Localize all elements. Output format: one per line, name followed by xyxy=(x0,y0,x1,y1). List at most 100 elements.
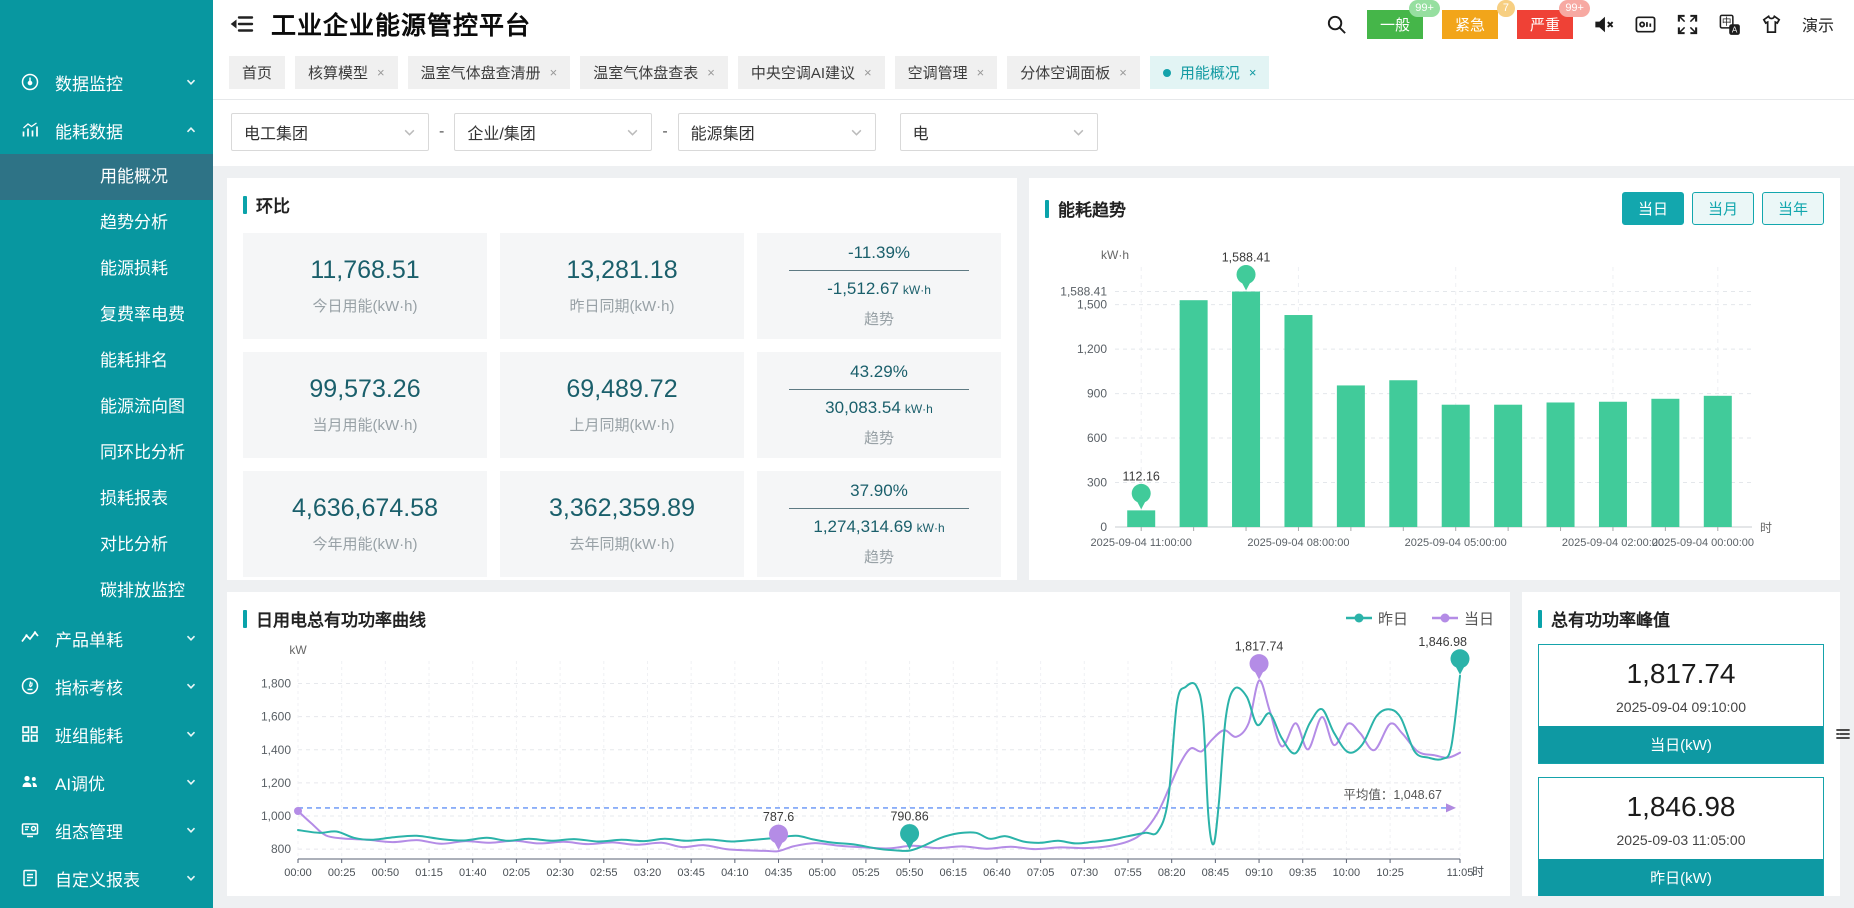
trend-percent: 37.90% xyxy=(850,481,908,500)
trend-card-year: 37.90% 1,274,314.69 kW·h 趋势 xyxy=(757,471,1001,577)
tab-核算模型[interactable]: 核算模型 × xyxy=(295,56,398,89)
line-chart: 1,800 1,600 1,400 1,200 1,000 800 00:00 00:25 00… xyxy=(243,635,1494,890)
close-icon[interactable]: × xyxy=(377,65,385,80)
x-tick-label: 07:05 xyxy=(1027,867,1055,879)
stat-value: 11,768.51 xyxy=(310,256,420,284)
legend-item-当日[interactable]: 当日 xyxy=(1431,608,1494,629)
drawer-handle-icon[interactable] xyxy=(1835,726,1851,742)
tab-用能概况[interactable]: 用能概况 × xyxy=(1149,56,1270,89)
sidebar-item-ai-tuning[interactable]: AI调优 xyxy=(0,758,213,806)
peak-time: 2025-09-04 09:10:00 xyxy=(1616,699,1746,715)
peak-value: 1,817.74 xyxy=(1626,658,1736,689)
pin-marker xyxy=(1131,483,1151,503)
tab-中央空调AI建议[interactable]: 中央空调AI建议 × xyxy=(737,56,885,89)
tab-label: 首页 xyxy=(242,65,273,82)
select-energy-group[interactable]: 能源集团 xyxy=(677,113,876,151)
alert-label: 一般 xyxy=(1379,16,1410,34)
sidebar-item-custom-report[interactable]: 自定义报表 xyxy=(0,854,213,902)
trend-card-month: 43.29% 30,083.54 kW·h 趋势 xyxy=(757,352,1001,458)
x-tick-label: 10:25 xyxy=(1376,867,1404,879)
sidebar-item-energy-overview[interactable]: 用能概况 xyxy=(0,154,213,200)
sidebar-item-data-monitoring[interactable]: 数据监控 xyxy=(0,58,213,106)
search-icon[interactable] xyxy=(1325,13,1348,36)
sidebar-item-energy-loss[interactable]: 能源损耗 xyxy=(100,259,168,278)
close-icon[interactable]: × xyxy=(707,65,715,80)
x-axis-unit: 时 xyxy=(1472,865,1484,879)
legend-item-昨日[interactable]: 昨日 xyxy=(1345,608,1408,629)
sidebar-item-compare-analysis[interactable]: 对比分析 xyxy=(100,535,168,554)
topbar-actions: 一般 99+ 紧急 7 严重 99+ xyxy=(1325,0,1834,39)
tab-label: 用能概况 xyxy=(1179,65,1240,82)
tab-分体空调面板[interactable]: 分体空调面板 × xyxy=(1007,56,1140,89)
sidebar-item-scada-management[interactable]: 组态管理 xyxy=(0,806,213,854)
y-tick-label: 1,500 xyxy=(1077,298,1107,312)
bar-00:00 xyxy=(1703,395,1732,527)
tab-温室气体盘查清册[interactable]: 温室气体盘查清册 × xyxy=(407,56,571,89)
content: 环比 11,768.51 今日用能(kW·h) 13,281.18 昨日同期(k… xyxy=(213,166,1854,908)
y-tick-label: 900 xyxy=(1087,387,1107,401)
sidebar-item-trend-analysis[interactable]: 趋势分析 xyxy=(100,213,168,232)
pin-label: 1,588.41 xyxy=(1222,251,1271,265)
alert-count: 7 xyxy=(1496,0,1515,17)
tab-label: 核算模型 xyxy=(308,65,369,82)
x-tick-label: 01:40 xyxy=(459,867,487,879)
translate-icon[interactable]: 中 A xyxy=(1718,13,1741,36)
pin-marker xyxy=(1249,654,1269,674)
alert-normal-badge[interactable]: 一般 99+ xyxy=(1366,0,1440,39)
tab-首页[interactable]: 首页 xyxy=(229,56,286,89)
y-tick-label: 600 xyxy=(1087,431,1107,445)
sidebar-item-energy-data[interactable]: 能耗数据 xyxy=(0,106,213,154)
sidebar-item-energy-flow[interactable]: 能源流向图 xyxy=(100,397,185,416)
bar-03:00 xyxy=(1546,402,1575,527)
collapse-sidebar-icon[interactable] xyxy=(229,11,255,37)
user-menu[interactable]: 演示 xyxy=(1801,18,1834,35)
close-icon[interactable]: × xyxy=(864,65,872,80)
select-energy-type[interactable]: 电 xyxy=(899,113,1098,151)
close-icon[interactable]: × xyxy=(976,65,985,80)
period-button-当月[interactable]: 当月 xyxy=(1691,192,1754,225)
select-value: 能源集团 xyxy=(690,126,755,143)
chevron-down-icon xyxy=(185,872,197,884)
select-group[interactable]: 电工集团 xyxy=(231,113,429,151)
x-axis-unit: 时 xyxy=(1760,521,1772,535)
screen-icon xyxy=(20,819,42,841)
tab-label: 温室气体盘查清册 xyxy=(420,65,541,82)
alert-urgent-badge[interactable]: 紧急 7 xyxy=(1441,0,1515,39)
sidebar-item-multi-rate-fee[interactable]: 复费率电费 xyxy=(100,305,185,324)
legend-label: 昨日 xyxy=(1377,611,1408,628)
sidebar-item-carbon-monitoring[interactable]: 碳排放监控 xyxy=(100,581,185,600)
close-icon[interactable]: × xyxy=(1119,65,1127,80)
x-tick-label: 02:05 xyxy=(503,867,531,879)
sidebar-item-product-unit[interactable]: 产品单耗 xyxy=(0,614,213,662)
tab-空调管理[interactable]: 空调管理 × xyxy=(894,56,998,89)
sidebar-item-kpi-assessment[interactable]: 指标考核 xyxy=(0,662,213,710)
select-org-type[interactable]: 企业/集团 xyxy=(454,113,653,151)
close-icon[interactable]: × xyxy=(1248,65,1257,80)
sidebar-item-loss-report[interactable]: 损耗报表 xyxy=(100,489,168,508)
sidebar-item-period-compare[interactable]: 同环比分析 xyxy=(100,443,185,462)
pin-marker xyxy=(769,824,789,844)
x-tick-label: 09:35 xyxy=(1289,867,1317,879)
alert-severe-badge[interactable]: 严重 99+ xyxy=(1516,0,1590,39)
screen-cast-icon[interactable] xyxy=(1634,13,1657,36)
close-icon[interactable]: × xyxy=(549,65,558,80)
legend-label: 当日 xyxy=(1463,611,1494,628)
theme-skin-icon[interactable] xyxy=(1760,13,1783,36)
chevron-down-icon xyxy=(185,728,197,740)
sidebar-item-team-energy[interactable]: 班组能耗 xyxy=(0,710,213,758)
period-button-当日[interactable]: 当日 xyxy=(1621,192,1684,225)
mute-icon[interactable] xyxy=(1592,13,1615,36)
trend-value: -1,512.67 xyxy=(827,279,899,298)
filter-separator: - xyxy=(662,123,668,140)
x-tick-label: 08:45 xyxy=(1202,867,1230,879)
peak-panel: 总有功功率峰值 1,817.74 2025-09-04 09:10:00 当日(… xyxy=(1522,592,1840,896)
period-button-当年[interactable]: 当年 xyxy=(1761,192,1824,225)
stat-value: 69,489.72 xyxy=(566,375,678,403)
sidebar-item-energy-ranking[interactable]: 能耗排名 xyxy=(100,351,168,370)
tab-温室气体盘查表[interactable]: 温室气体盘查表 × xyxy=(580,56,728,89)
fullscreen-icon[interactable] xyxy=(1676,13,1699,36)
x-tick-label: 2025-09-04 02:00:00 xyxy=(1562,537,1664,549)
chevron-up-icon xyxy=(185,124,197,136)
